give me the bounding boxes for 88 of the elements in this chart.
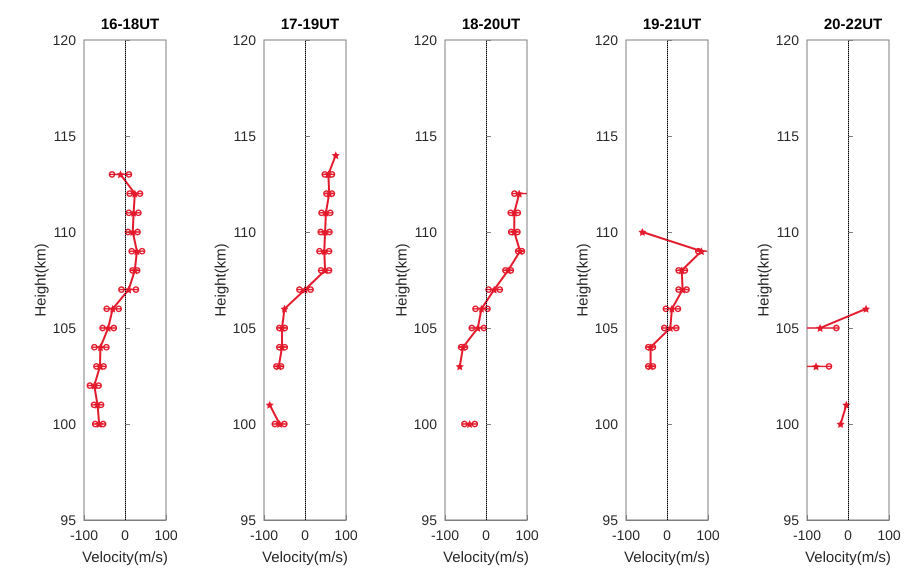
y-tick-label: 105 [776,320,800,336]
y-tick-label: 115 [414,128,438,144]
y-tick-label: 105 [594,320,618,336]
point [466,420,474,428]
x-tick-label: 0 [663,527,672,543]
point [90,382,98,390]
x-tick-label: 100 [334,527,358,543]
y-tick-label: 95 [421,512,438,528]
y-tick-label: 115 [54,128,76,144]
y-tick-label: 120 [776,32,800,48]
y-tick-label: 95 [602,512,618,528]
chart-title: 20-22UT [824,16,882,33]
chart-title: 19-21UT [642,16,702,33]
x-tick-label: 100 [515,527,539,543]
chart-title: 16-18UT [100,16,160,33]
y-tick-label: 110 [414,224,438,240]
y-tick-label: 120 [594,32,618,48]
point [266,400,274,409]
x-axis-title: Velocity(m/s) [805,549,891,566]
point [324,170,332,178]
x-tick-label: 100 [154,527,178,543]
y-tick-label: 110 [54,224,76,240]
point [862,304,870,313]
x-axis-title: Velocity(m/s) [82,549,168,566]
point [836,420,845,428]
x-tick-label: 0 [121,527,130,543]
y-tick-label: 120 [414,32,438,48]
x-axis-title: Velocity(m/s) [443,549,529,566]
y-tick-label: 100 [414,416,438,432]
x-axis-title: Velocity(m/s) [262,549,348,566]
y-tick-label: 120 [52,32,76,48]
point [515,190,524,198]
y-tick-label: 110 [776,224,800,240]
x-tick-label: 0 [844,527,852,543]
x-tick-label: -100 [70,527,98,543]
y-tick-label: 95 [60,512,76,528]
point [276,420,284,428]
point [321,228,330,236]
y-tick-label: 100 [232,416,256,432]
point [322,208,330,217]
y-tick-label: 105 [414,320,438,336]
point [510,208,518,217]
point [108,304,117,313]
point [130,190,139,198]
chart-title: 18-20UT [462,16,520,33]
point [116,170,124,178]
x-axis-title: Velocity(m/s) [624,549,710,566]
y-axis-title: Height(km) [212,243,230,317]
y-axis-title: Height(km) [394,243,411,317]
y-tick-label: 105 [52,320,76,336]
y-tick-label: 115 [776,128,800,144]
point [124,286,133,294]
x-tick-label: -100 [250,527,278,543]
point [332,151,340,160]
y-tick-label: 110 [234,224,256,240]
y-tick-label: 95 [783,512,800,528]
point [280,304,288,313]
y-tick-label: 110 [596,224,618,240]
x-tick-label: 100 [877,527,901,543]
y-tick-label: 100 [594,416,618,432]
y-tick-label: 95 [240,512,256,528]
point [94,400,102,409]
x-tick-label: 100 [696,527,720,543]
y-tick-label: 120 [232,32,256,48]
y-tick-label: 115 [234,128,256,144]
x-tick-label: -100 [430,527,460,543]
y-axis-title: Height(km) [756,243,773,317]
point [474,324,482,332]
y-tick-label: 105 [232,320,256,336]
point [95,420,104,428]
y-tick-label: 100 [776,416,800,432]
point [812,362,820,370]
y-tick-label: 115 [596,128,618,144]
y-axis-title: Height(km) [32,243,50,317]
x-tick-label: -100 [612,527,640,543]
y-tick-label: 100 [52,416,76,432]
point [842,400,850,409]
x-tick-label: 0 [301,527,310,543]
point [456,362,464,370]
y-axis-title: Height(km) [574,243,592,317]
point [678,266,686,274]
chart-title: 17-19UT [280,16,340,33]
point [132,247,141,256]
point [490,286,498,294]
x-tick-label: -100 [792,527,822,543]
point [104,324,112,332]
x-tick-label: 0 [482,527,490,543]
point [638,228,646,236]
